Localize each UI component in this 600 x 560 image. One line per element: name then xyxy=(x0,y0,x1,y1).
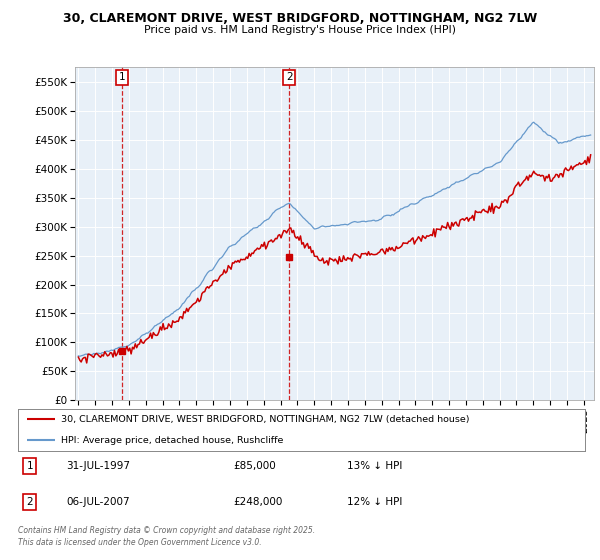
Text: 2: 2 xyxy=(26,497,33,507)
Text: £248,000: £248,000 xyxy=(233,497,283,507)
Text: 13% ↓ HPI: 13% ↓ HPI xyxy=(347,461,402,471)
Text: HPI: Average price, detached house, Rushcliffe: HPI: Average price, detached house, Rush… xyxy=(61,436,283,445)
Text: 2: 2 xyxy=(286,72,293,82)
Text: 31-JUL-1997: 31-JUL-1997 xyxy=(66,461,130,471)
Text: 30, CLAREMONT DRIVE, WEST BRIDGFORD, NOTTINGHAM, NG2 7LW: 30, CLAREMONT DRIVE, WEST BRIDGFORD, NOT… xyxy=(63,12,537,25)
Text: Contains HM Land Registry data © Crown copyright and database right 2025.
This d: Contains HM Land Registry data © Crown c… xyxy=(18,526,315,547)
Text: 12% ↓ HPI: 12% ↓ HPI xyxy=(347,497,402,507)
Text: 1: 1 xyxy=(119,72,125,82)
Text: 06-JUL-2007: 06-JUL-2007 xyxy=(66,497,130,507)
Text: £85,000: £85,000 xyxy=(233,461,276,471)
Text: 1: 1 xyxy=(26,461,33,471)
Text: 30, CLAREMONT DRIVE, WEST BRIDGFORD, NOTTINGHAM, NG2 7LW (detached house): 30, CLAREMONT DRIVE, WEST BRIDGFORD, NOT… xyxy=(61,415,469,424)
Text: Price paid vs. HM Land Registry's House Price Index (HPI): Price paid vs. HM Land Registry's House … xyxy=(144,25,456,35)
